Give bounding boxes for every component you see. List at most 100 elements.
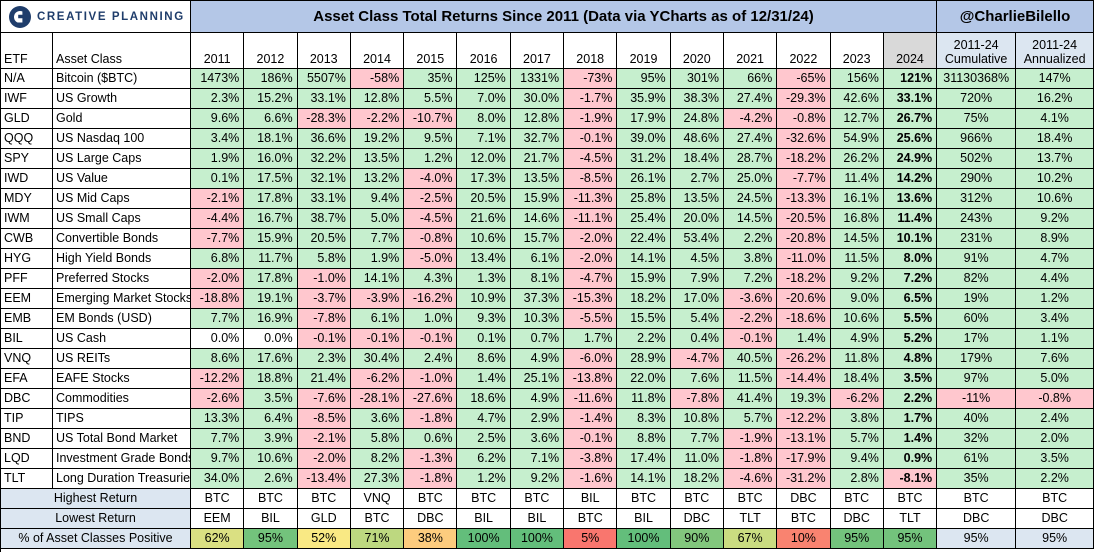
return-cell: -1.8%	[404, 469, 458, 489]
return-cell: 8.8%	[617, 429, 671, 449]
return-cell: 2.8%	[830, 469, 884, 489]
return-cell: 0.4%	[670, 329, 724, 349]
summary-cell: BTC	[617, 489, 671, 509]
return-cell: 7.0%	[457, 89, 511, 109]
return-cell: -1.0%	[404, 369, 458, 389]
summary-cell: BTC	[297, 489, 351, 509]
return-cell: 12.8%	[510, 109, 565, 129]
return-cell: 24.5%	[723, 189, 778, 209]
return-cell: 13.2%	[350, 169, 405, 189]
return-cell: -11.6%	[564, 389, 618, 409]
summary-cell: 67%	[723, 529, 778, 549]
return-cell: 32.7%	[510, 129, 565, 149]
return-cell: 30.4%	[350, 349, 405, 369]
etf-ticker: EMB	[1, 309, 53, 329]
summary-cumulative: BTC	[937, 489, 1017, 509]
return-cell: 0.1%	[191, 169, 245, 189]
return-cell: 5.2%	[883, 329, 938, 349]
summary-cell: 95%	[883, 529, 938, 549]
return-cell: -20.6%	[777, 289, 831, 309]
return-cell: -7.7%	[777, 169, 831, 189]
return-cell: -8.5%	[564, 169, 618, 189]
return-cell: 18.4%	[830, 369, 884, 389]
title-bar: CREATIVE PLANNING Asset Class Total Retu…	[1, 0, 1094, 33]
return-cell: 28.9%	[617, 349, 671, 369]
return-cell: 6.1%	[510, 249, 565, 269]
annualized-return: 1.2%	[1016, 289, 1095, 309]
return-cell: 2.2%	[883, 389, 938, 409]
return-cell: 9.6%	[191, 109, 245, 129]
return-cell: 33.1%	[297, 89, 351, 109]
cumulative-return: 243%	[937, 209, 1017, 229]
return-cell: -17.9%	[777, 449, 831, 469]
return-cell: -65%	[777, 69, 831, 89]
cumulative-return: -11%	[937, 389, 1017, 409]
etf-ticker: QQQ	[1, 129, 53, 149]
return-cell: 7.7%	[350, 229, 405, 249]
return-cell: -58%	[350, 69, 405, 89]
return-cell: 5.4%	[670, 309, 724, 329]
summary-cell: BTC	[830, 489, 884, 509]
return-cell: -11.3%	[564, 189, 618, 209]
return-cell: 6.4%	[244, 409, 298, 429]
return-cell: 186%	[244, 69, 298, 89]
etf-ticker: HYG	[1, 249, 53, 269]
cumulative-return: 290%	[937, 169, 1017, 189]
return-cell: 3.4%	[191, 129, 245, 149]
asset-class-name: Commodities	[53, 389, 191, 409]
return-cell: 32.2%	[297, 149, 351, 169]
annualized-return: 3.4%	[1016, 309, 1095, 329]
summary-cell: BTC	[670, 489, 724, 509]
return-cell: 8.0%	[457, 109, 511, 129]
table-row: BIL US Cash 0.0% 0.0% -0.1% -0.1% -0.1% 0.1% 0.7…	[1, 329, 1095, 349]
etf-ticker: N/A	[1, 69, 53, 89]
cumulative-return: 82%	[937, 269, 1017, 289]
summary-cell: BTC	[457, 489, 511, 509]
annualized-return: 2.4%	[1016, 409, 1095, 429]
return-cell: 54.9%	[830, 129, 884, 149]
return-cell: 25.8%	[617, 189, 671, 209]
return-cell: 1331%	[510, 69, 565, 89]
return-cell: 2.9%	[510, 409, 565, 429]
return-cell: 13.4%	[457, 249, 511, 269]
return-cell: -4.6%	[723, 469, 778, 489]
etf-ticker: BND	[1, 429, 53, 449]
column-header-year: 2022	[777, 33, 831, 69]
etf-ticker: EFA	[1, 369, 53, 389]
summary-cell: BTC	[883, 489, 938, 509]
return-cell: -16.2%	[404, 289, 458, 309]
summary-cell: BTC	[404, 489, 458, 509]
return-cell: 95%	[617, 69, 671, 89]
return-cell: 27.4%	[723, 129, 778, 149]
return-cell: 8.6%	[191, 349, 245, 369]
return-cell: 32.1%	[297, 169, 351, 189]
asset-class-name: US Nasdaq 100	[53, 129, 191, 149]
etf-ticker: SPY	[1, 149, 53, 169]
return-cell: 25.4%	[617, 209, 671, 229]
return-cell: 16.0%	[244, 149, 298, 169]
return-cell: 15.2%	[244, 89, 298, 109]
column-header-year: 2021	[723, 33, 778, 69]
return-cell: 8.6%	[457, 349, 511, 369]
summary-cell: 71%	[350, 529, 405, 549]
return-cell: -13.3%	[777, 189, 831, 209]
annualized-return: 1.1%	[1016, 329, 1095, 349]
summary-cell: 95%	[830, 529, 884, 549]
return-cell: 31.2%	[617, 149, 671, 169]
return-cell: 10.1%	[883, 229, 938, 249]
summary-cell: TLT	[883, 509, 938, 529]
return-cell: -2.1%	[297, 429, 351, 449]
return-cell: 33.1%	[883, 89, 938, 109]
column-header-year: 2013	[297, 33, 351, 69]
cumulative-return: 966%	[937, 129, 1017, 149]
column-header-cumulative: 2011-24 Cumulative	[937, 33, 1017, 69]
column-header-annualized-line: Annualized	[1023, 52, 1086, 66]
annualized-return: 147%	[1016, 69, 1095, 89]
return-cell: -4.0%	[404, 169, 458, 189]
return-cell: 2.4%	[404, 349, 458, 369]
column-header-year: 2011	[190, 33, 245, 69]
return-cell: 25.1%	[510, 369, 565, 389]
return-cell: 11.5%	[830, 249, 884, 269]
return-cell: -13.4%	[297, 469, 351, 489]
return-cell: -11.0%	[777, 249, 831, 269]
